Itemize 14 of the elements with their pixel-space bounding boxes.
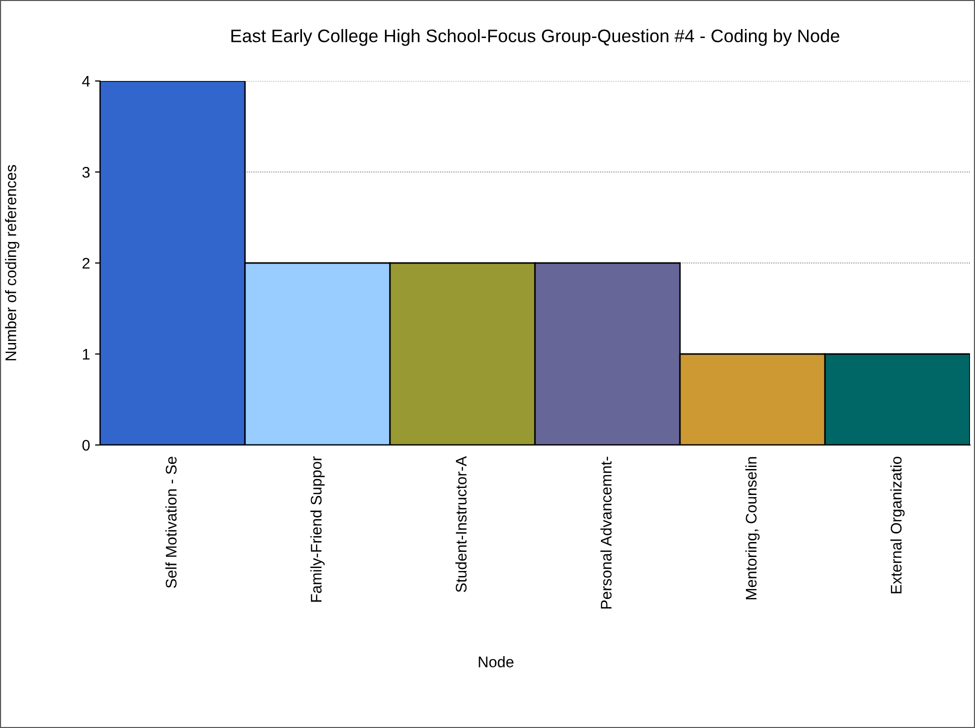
x-tick-label: Self Motivation - Se [165,456,177,588]
x-tick-label: Mentoring, Counselin [745,457,760,600]
chart-title: East Early College High School-Focus Group-Question #4 - Coding by Node [231,29,840,46]
y-tick-label: 2 [82,258,90,269]
x-tick-label: External Organizatio [890,456,905,594]
y-tick-label: 4 [82,76,90,87]
x-tick-label: Personal Advancemnt- [600,456,612,609]
y-tick-label: 1 [82,349,90,360]
y-axis-title: Number of coding references [5,165,20,360]
x-axis-title: Node [478,656,514,668]
x-tick-label: Family-Friend Suppor [310,456,325,602]
y-tick-label: 0 [82,440,90,451]
y-tick-label: 3 [82,166,90,178]
x-tick-label: Student-Instructor-A [455,456,467,592]
